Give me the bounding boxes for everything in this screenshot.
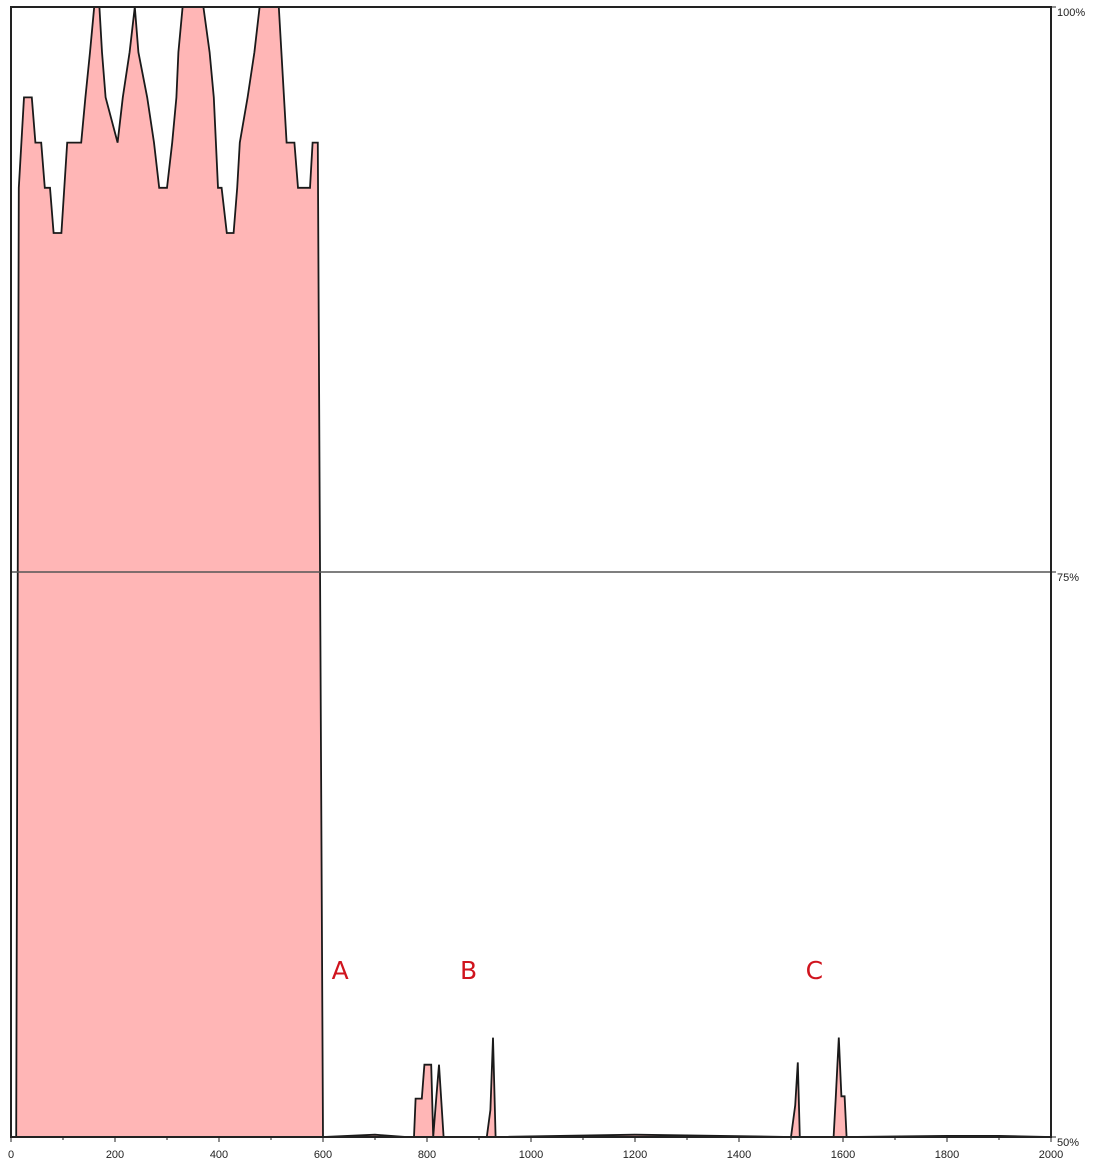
x-tick-label: 600 <box>314 1149 332 1161</box>
x-tick-label: 200 <box>106 1149 124 1161</box>
x-tick-label: 1800 <box>935 1149 959 1161</box>
y-axis-ticks: 100% 75% 50% <box>1051 6 1085 1149</box>
series-0-line <box>11 6 1052 1138</box>
annotation-b: B <box>460 956 477 985</box>
x-tick-label: 800 <box>418 1149 436 1161</box>
y-tick-label: 75% <box>1057 572 1079 584</box>
series-0-area <box>11 7 1051 1137</box>
x-tick-label: 2000 <box>1039 1149 1063 1161</box>
x-tick-label: 400 <box>210 1149 228 1161</box>
annotations: A B C <box>332 956 824 985</box>
y-tick-label: 100% <box>1057 7 1085 19</box>
x-tick-label: 1200 <box>623 1149 647 1161</box>
y-tick-label: 50% <box>1057 1137 1079 1149</box>
x-tick-label: 0 <box>8 1149 14 1161</box>
annotation-c: C <box>806 956 823 985</box>
annotation-a: A <box>332 956 349 985</box>
x-tick-label: 1400 <box>727 1149 751 1161</box>
x-axis-ticks: 0 200 400 600 800 1000 1200 1400 1600 1800 2000 <box>8 1137 1063 1161</box>
plot-area <box>11 6 1052 1138</box>
x-tick-label: 1600 <box>831 1149 855 1161</box>
x-tick-label: 1000 <box>519 1149 543 1161</box>
